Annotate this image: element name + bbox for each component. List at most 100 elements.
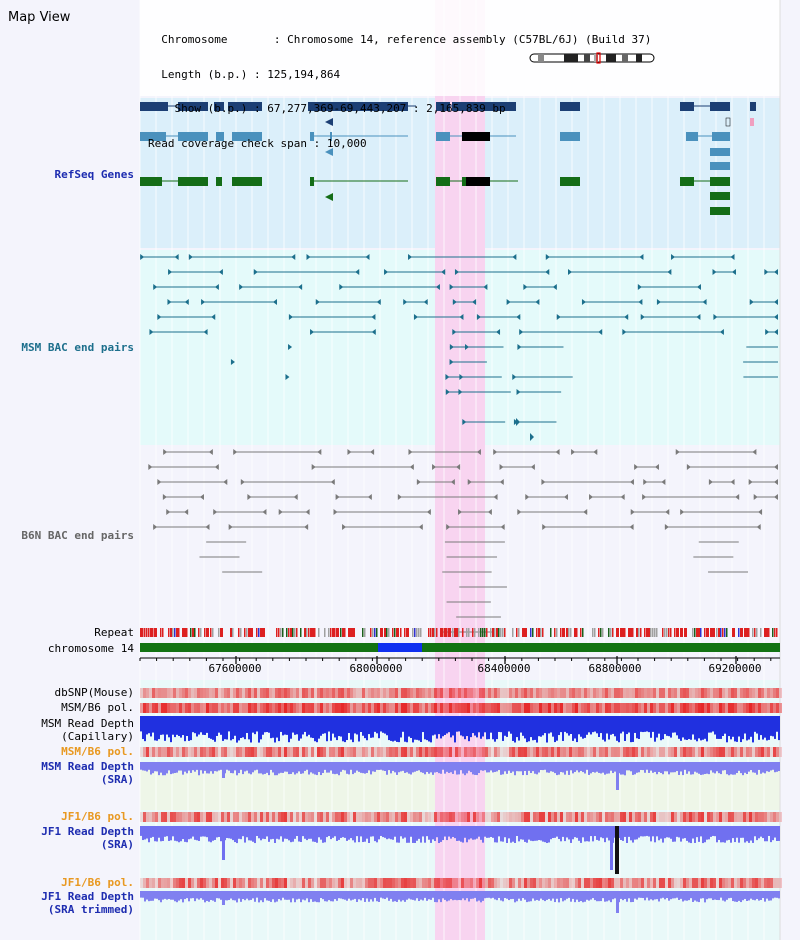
bac-end <box>458 389 463 395</box>
heat-cell <box>212 878 215 888</box>
heat-cell <box>707 878 710 888</box>
depth-bar <box>464 762 466 776</box>
depth-bar <box>568 826 570 840</box>
heat-cell <box>263 812 266 822</box>
heat-cell <box>464 688 467 698</box>
depth-bar <box>678 826 680 838</box>
repeat-mark <box>652 628 654 637</box>
repeat-mark <box>278 628 280 637</box>
heat-cell <box>446 688 449 698</box>
heat-cell <box>413 703 416 713</box>
depth-bar <box>532 891 534 899</box>
depth-bar <box>492 826 494 838</box>
depth-bar <box>534 762 536 774</box>
heat-cell <box>596 703 599 713</box>
depth-bar <box>622 826 624 841</box>
depth-bar <box>380 762 382 770</box>
heat-cell <box>410 747 413 757</box>
depth-bar <box>506 762 508 774</box>
repeat-mark <box>676 628 679 637</box>
depth-bar <box>318 716 320 739</box>
heat-cell <box>614 703 617 713</box>
depth-bar <box>500 826 502 842</box>
depth-bar <box>232 762 234 774</box>
depth-bar <box>682 826 684 839</box>
heat-cell <box>281 688 284 698</box>
depth-bar <box>754 716 756 732</box>
depth-bar <box>658 716 660 734</box>
depth-bar <box>400 826 402 837</box>
depth-bar <box>346 716 348 741</box>
heat-cell <box>776 688 779 698</box>
heat-cell <box>317 703 320 713</box>
repeat-mark <box>376 628 378 637</box>
depth-bar <box>332 716 334 734</box>
depth-bar <box>550 891 552 901</box>
depth-bar <box>546 891 548 900</box>
heat-cell <box>578 747 581 757</box>
bac-end <box>449 344 454 350</box>
bac-end <box>712 269 717 275</box>
heat-cell <box>719 878 722 888</box>
depth-bar <box>472 891 474 899</box>
refseq-genes-label[interactable]: RefSeq Genes <box>54 168 134 181</box>
repeat-mark <box>436 628 438 637</box>
heat-cell <box>677 688 680 698</box>
heat-cell <box>749 688 752 698</box>
bac-end <box>637 284 642 290</box>
chromosome-ideogram[interactable] <box>528 52 658 64</box>
depth-bar <box>552 716 554 737</box>
bac-end <box>661 479 666 485</box>
heat-cell <box>470 747 473 757</box>
heat-cell <box>638 812 641 822</box>
heat-cell <box>359 812 362 822</box>
heat-cell <box>668 688 671 698</box>
gene-exon <box>310 177 314 186</box>
heat-cell <box>524 878 527 888</box>
depth-bar <box>160 762 162 773</box>
heat-cell <box>620 703 623 713</box>
heat-cell <box>350 703 353 713</box>
b6n-bac-label[interactable]: B6N BAC end pairs <box>21 529 134 542</box>
depth-bar <box>586 762 588 770</box>
heat-cell <box>329 688 332 698</box>
heat-cell <box>386 812 389 822</box>
depth-bar <box>472 762 474 775</box>
heat-cell <box>518 747 521 757</box>
depth-bar <box>270 891 272 902</box>
heat-cell <box>569 703 572 713</box>
depth-bar <box>656 826 658 837</box>
heat-cell <box>158 812 161 822</box>
depth-bar <box>418 716 420 741</box>
depth-bar <box>268 716 270 733</box>
bac-end <box>239 284 244 290</box>
depth-bar <box>186 716 188 736</box>
heat-cell <box>140 703 143 713</box>
depth-bar <box>400 716 402 738</box>
heat-cell <box>704 688 707 698</box>
bac-end <box>656 299 661 305</box>
heat-cell <box>515 878 518 888</box>
depth-bar <box>220 762 222 770</box>
bac-end <box>149 329 154 335</box>
heat-cell <box>395 747 398 757</box>
depth-bar <box>384 891 386 900</box>
depth-bar <box>340 762 342 772</box>
heat-cell <box>539 688 542 698</box>
bac-end <box>342 524 347 530</box>
heat-cell <box>377 812 380 822</box>
depth-bar <box>648 891 650 901</box>
heat-cell <box>626 812 629 822</box>
heat-cell <box>524 703 527 713</box>
depth-bar <box>546 762 548 773</box>
heat-cell <box>614 812 617 822</box>
depth-bar <box>678 891 680 900</box>
depth-bar <box>766 826 768 842</box>
msm-bac-label[interactable]: MSM BAC end pairs <box>21 341 134 354</box>
heat-cell <box>737 747 740 757</box>
bac-end <box>166 509 171 515</box>
heat-cell <box>716 688 719 698</box>
heat-cell <box>371 703 374 713</box>
heat-cell <box>158 747 161 757</box>
depth-bar <box>554 826 556 838</box>
